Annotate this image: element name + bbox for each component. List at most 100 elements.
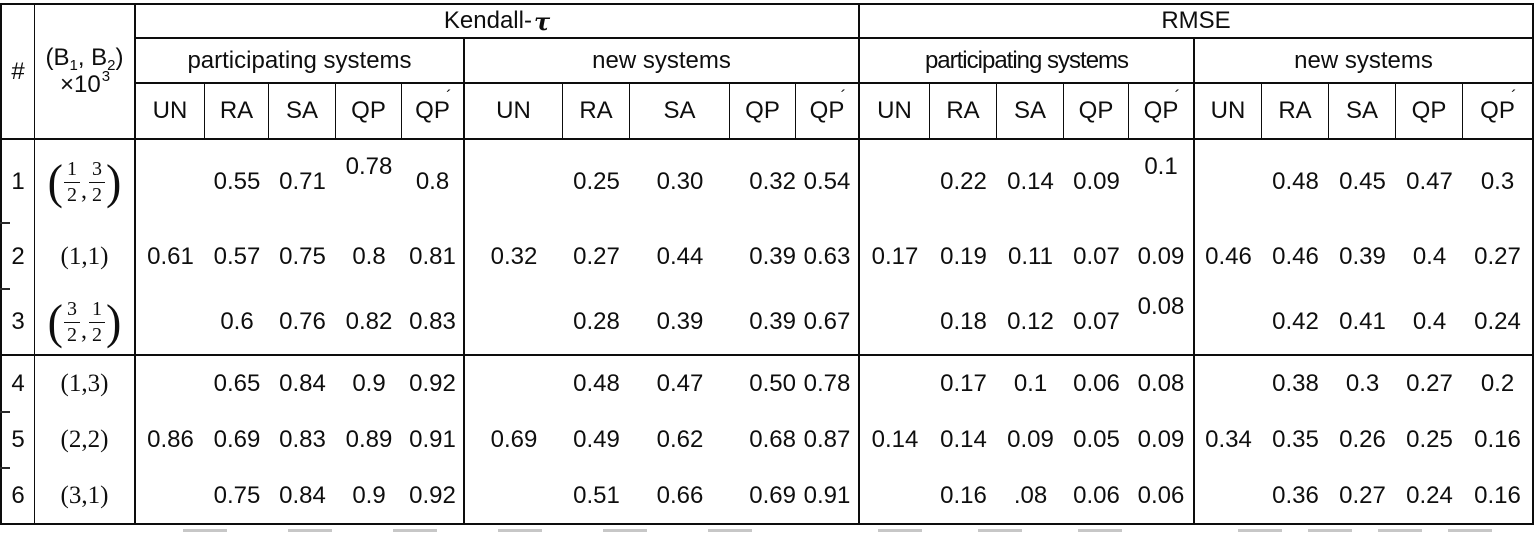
data-cell: 0.61 [147, 243, 194, 270]
column-header-qp-dot: QP ´ [402, 84, 465, 140]
data-cell: 0.9 [352, 370, 386, 397]
data-cell [1195, 468, 1262, 523]
column-header-qp-dot: QP ´ [1129, 84, 1195, 140]
open-paren: ( [47, 295, 63, 349]
data-cell: 0.16 [1474, 426, 1521, 453]
column-header-un: UN [465, 84, 563, 140]
column-header-qp: QP [336, 84, 402, 140]
data-cell: 0.69 [213, 426, 261, 453]
data-cell: 0.39 [730, 290, 796, 356]
param-header-line2: ×103 [59, 68, 110, 99]
column-header-sa: SA [997, 84, 1064, 140]
rmse-new-systems-header: new systems [1195, 39, 1532, 84]
param-header: (B1, B2) ×103 [35, 5, 136, 140]
data-cell: 0.3 [1345, 370, 1380, 397]
data-cell: 0.14 [1007, 168, 1054, 195]
data-cell: 0.48 [573, 370, 620, 397]
data-cell: 0.08 [1129, 290, 1195, 356]
data-cell [1195, 290, 1262, 356]
data-cell: 0.54 [796, 140, 860, 224]
param-cell: (1,3) [35, 356, 136, 412]
param-header-line1: (B1, B2) [45, 44, 123, 74]
results-table: # (B1, B2) ×103 Kendall-τ RMSE participa… [0, 3, 1534, 525]
param-cell: (2,2) [35, 412, 136, 468]
data-cell: 0.91 [402, 412, 465, 468]
data-cell [860, 290, 930, 356]
data-cell [136, 290, 205, 356]
data-cell: 0.46 [1205, 243, 1252, 270]
data-cell: 0.17 [871, 243, 919, 270]
data-cell: 0.1 [1129, 140, 1195, 224]
rmse-label: RMSE [1161, 7, 1231, 34]
data-cell: 0.49 [573, 426, 620, 453]
acute-mark-icon: ´ [840, 87, 847, 106]
subgroup-label: participating systems [924, 46, 1129, 74]
column-header-ra: RA [1262, 84, 1329, 140]
data-cell: 0.68 [749, 426, 796, 453]
kendall-new-systems-header: new systems [465, 39, 860, 84]
cropped-row-mark [708, 529, 752, 532]
data-cell: 0.08 [1129, 356, 1195, 412]
data-cell: 0.05 [1073, 426, 1120, 453]
cropped-row-mark [978, 529, 1022, 532]
data-cell: 0.09 [1007, 426, 1054, 453]
comma: , [81, 317, 87, 344]
data-cell: 0.36 [1272, 481, 1319, 509]
data-cell: 0.69 [749, 481, 796, 509]
column-header-un: UN [1195, 84, 1262, 140]
data-cell: 0.34 [1205, 426, 1252, 453]
data-cell: 0.3 [1480, 168, 1515, 195]
data-cell: 0.75 [213, 481, 261, 509]
param-cell: (3,1) [35, 468, 136, 523]
data-cell: 0.22 [940, 168, 987, 195]
data-cell: 0.09 [1073, 168, 1120, 195]
fraction-numerator: 1 [64, 158, 80, 183]
data-cell: 0.39 [1339, 243, 1386, 270]
data-cell: 0.27 [573, 243, 620, 270]
data-cell: 0.44 [656, 243, 704, 270]
cropped-row-mark [1378, 529, 1422, 532]
data-cell: 0.06 [1129, 468, 1195, 523]
data-cell [465, 356, 563, 412]
rmse-header: RMSE [860, 5, 1532, 39]
data-cell: 0.39 [749, 243, 796, 270]
column-header-sa: SA [630, 84, 730, 140]
kendall-participating-header: participating systems [136, 39, 465, 84]
row-index-header: # [2, 5, 35, 140]
data-cell: 0.14 [940, 426, 987, 453]
data-cell [136, 356, 205, 412]
data-cell: 0.92 [402, 468, 465, 523]
cropped-row-mark [288, 529, 332, 532]
data-cell [1195, 356, 1262, 412]
param-factor: ×10 [59, 70, 101, 98]
data-cell: 0.91 [796, 468, 860, 523]
data-cell: 0.62 [656, 426, 704, 453]
data-cell: 0.9 [352, 481, 386, 509]
column-header-ra: RA [563, 84, 630, 140]
column-header-sa: SA [1329, 84, 1396, 140]
data-cell: 0.32 [749, 168, 796, 195]
data-cell: 0.18 [930, 290, 997, 356]
cropped-row-mark [1448, 529, 1492, 532]
data-cell: 0.07 [1064, 290, 1129, 356]
data-cell: 0.92 [402, 356, 465, 412]
data-cell: 0.81 [402, 224, 465, 290]
data-cell [465, 468, 563, 523]
data-cell: 0.47 [1406, 168, 1453, 195]
data-cell: 0.1 [1013, 370, 1048, 397]
row-divider-tick [0, 467, 10, 469]
data-cell: 0.06 [1073, 370, 1120, 397]
data-cell: 0.26 [1339, 426, 1386, 453]
data-cell: 0.48 [1272, 168, 1319, 195]
acute-mark-icon: ´ [446, 87, 452, 106]
data-cell: 0.4 [1396, 290, 1463, 356]
row-number: 3 [2, 290, 35, 356]
data-cell: 0.4 [1412, 243, 1447, 270]
cropped-row-mark [183, 529, 227, 532]
data-cell: 0.17 [940, 370, 987, 397]
column-header-qp: QP [730, 84, 796, 140]
column-header-un: UN [136, 84, 205, 140]
data-cell: 0.28 [563, 290, 630, 356]
data-cell [136, 468, 205, 523]
